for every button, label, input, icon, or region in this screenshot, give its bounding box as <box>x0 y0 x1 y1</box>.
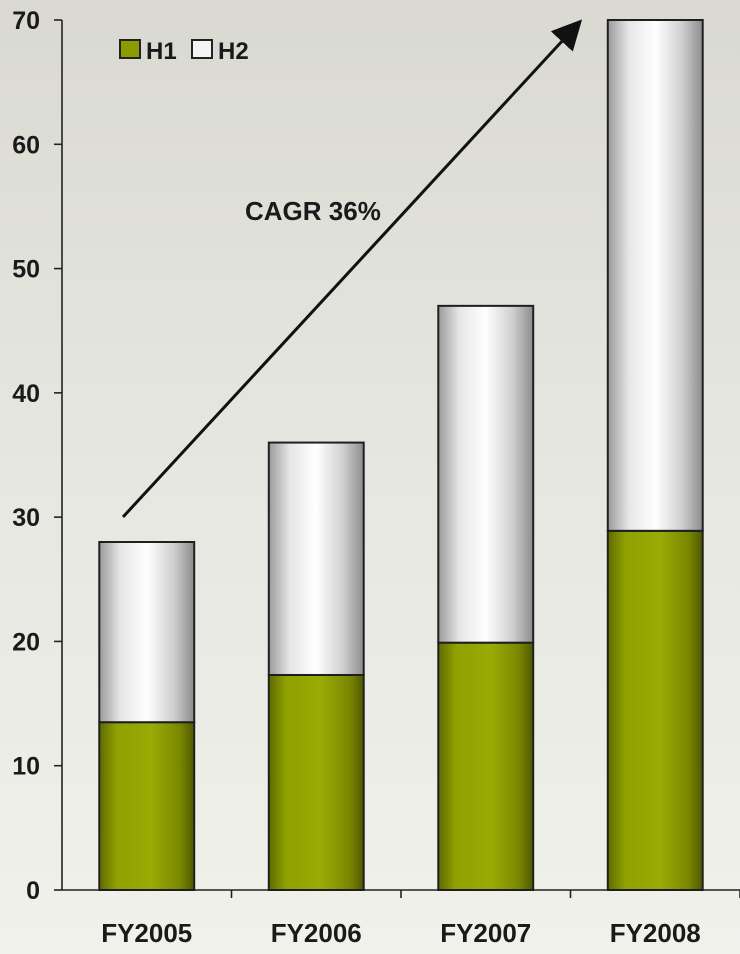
x-tick-label: FY2005 <box>101 918 192 948</box>
legend-label-h1: H1 <box>146 38 177 65</box>
cagr-label: CAGR 36% <box>245 196 381 226</box>
bar-h1-fy2005 <box>98 721 196 892</box>
bar-h1-fy2008 <box>606 529 704 891</box>
legend-swatch-h1 <box>119 39 141 59</box>
bar-h2-fy2008 <box>606 19 704 532</box>
bar-h1-fy2006 <box>267 673 365 891</box>
y-tick-label: 20 <box>12 628 40 656</box>
cagr-arrow <box>121 19 583 519</box>
x-axis-ticks: FY2005 FY2006 FY2007 FY2008 <box>101 890 740 948</box>
y-tick-label: 70 <box>12 7 40 35</box>
legend-label-h2: H2 <box>218 38 249 65</box>
y-tick-label: 0 <box>26 877 40 905</box>
cagr-annotation: CAGR 36% <box>121 19 583 519</box>
x-tick-label: FY2008 <box>610 918 701 948</box>
x-tick-label: FY2006 <box>271 918 362 948</box>
y-tick-label: 10 <box>12 753 40 781</box>
legend: H1 H2 <box>119 38 249 65</box>
y-tick-label: 40 <box>12 380 40 408</box>
bar-h2-fy2006 <box>267 441 365 676</box>
bar-h1-fy2007 <box>437 641 535 892</box>
y-tick-label: 30 <box>12 504 40 532</box>
y-axis-ticks: 0 10 20 30 40 50 60 70 <box>12 7 62 905</box>
legend-swatch-h2 <box>191 39 213 59</box>
y-tick-label: 60 <box>12 131 40 159</box>
y-tick-label: 50 <box>12 256 40 284</box>
x-tick-label: FY2007 <box>440 918 531 948</box>
bars <box>98 19 704 892</box>
bar-h2-fy2005 <box>98 541 196 724</box>
bar-h2-fy2007 <box>437 304 535 644</box>
